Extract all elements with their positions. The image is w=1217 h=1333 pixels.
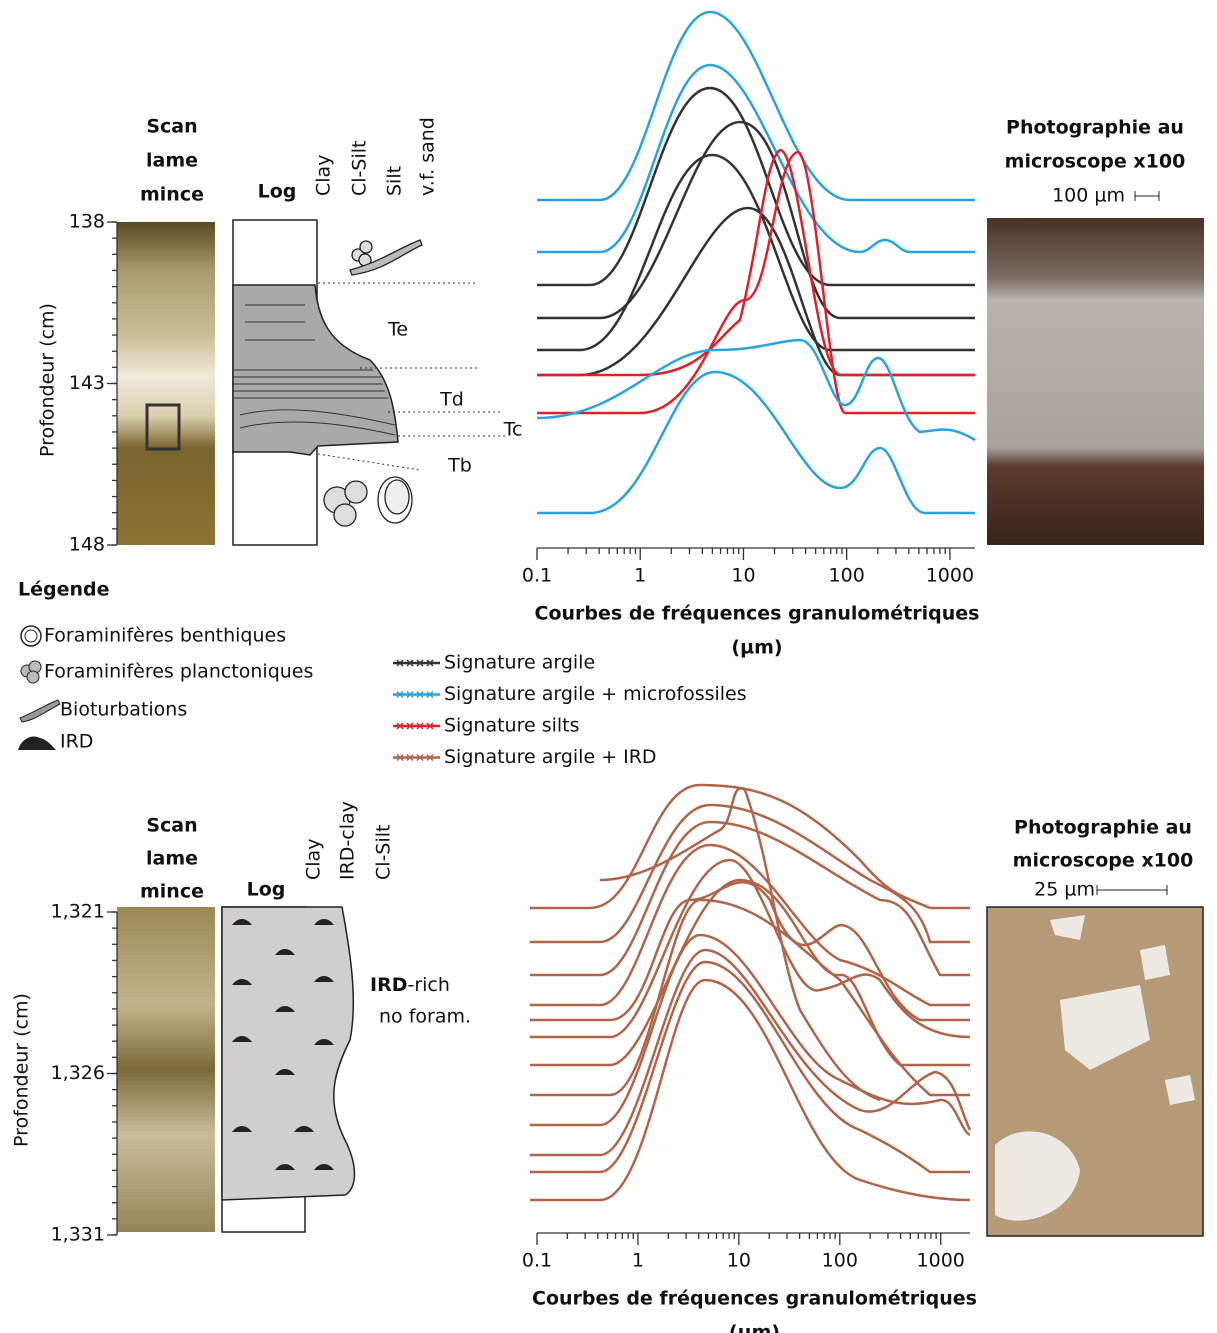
x-tick-label: 10 [731, 565, 755, 587]
legend-icon [18, 736, 56, 750]
legend-label: Signature argile [444, 652, 595, 674]
ird-icons [232, 919, 334, 1170]
legend-item: IRD [60, 731, 93, 753]
legend-marker [406, 722, 414, 730]
scale-label: 100 µm [1052, 185, 1125, 207]
y-tick-label: 1,326 [51, 1062, 105, 1084]
facies-label: Tb [447, 455, 472, 477]
x-tick-label: 0.1 [522, 1250, 552, 1272]
y-tick-label: 1,321 [51, 901, 105, 923]
size-curves [530, 783, 972, 1202]
size-curves [536, 10, 976, 515]
legend-label: Signature silts [444, 715, 580, 737]
note: IRD-rich [370, 974, 450, 996]
legend-marker [426, 659, 434, 667]
depth-label: Profondeur (cm) [11, 993, 33, 1147]
x-tick-label: 100 [829, 565, 865, 587]
photo-grains [995, 915, 1195, 1221]
photo-title: Photographie au [1006, 117, 1184, 139]
photo-title: Photographie au [1014, 817, 1192, 839]
legend: Légende Foraminifères benthiques Foramin… [18, 579, 313, 753]
legend-marker [416, 659, 424, 667]
legend-marker [396, 659, 404, 667]
legend-marker [426, 722, 434, 730]
legend-marker [416, 690, 424, 699]
scale-bar [1096, 885, 1168, 895]
scan-title: mince [140, 881, 204, 903]
fossil-icons [323, 239, 423, 527]
grain-label: IRD-clay [337, 801, 359, 880]
top-panel: Scan lame mince Log Clay Cl-Silt Silt v.… [37, 10, 1204, 546]
facies-label: Td [439, 389, 464, 411]
x-axis-label: Courbes de fréquences granulométriques [532, 1288, 977, 1310]
log-title: Log [258, 181, 297, 203]
y-tick-label: 143 [69, 372, 105, 394]
log-lamination [233, 304, 396, 436]
legend-label: Signature argile + microfossiles [444, 683, 747, 705]
grain-label: Silt [384, 166, 406, 196]
facies-label: Te [387, 319, 408, 341]
legend-marker [406, 753, 414, 762]
legend-title: Légende [18, 579, 110, 601]
legend-item: Foraminifères planctoniques [44, 661, 313, 683]
photo-title: microscope x100 [1005, 151, 1186, 173]
x-tick-label: 1000 [926, 565, 974, 587]
scale-label: 25 µm [1034, 879, 1095, 901]
grain-label: Cl-Silt [349, 141, 371, 196]
bottom-panel: Scan lame mince Log Clay IRD-clay Cl-Sil… [11, 783, 1204, 1237]
legend-marker [416, 722, 424, 730]
grain-label: Cl-Silt [373, 825, 395, 880]
photo-title: microscope x100 [1013, 850, 1194, 872]
x-tick-label: 1000 [917, 1250, 965, 1272]
legend-label: Signature argile + IRD [444, 746, 657, 768]
legend-marker [396, 753, 404, 762]
legend-icon [19, 699, 61, 723]
legend-item: Bioturbations [60, 699, 187, 721]
x-tick-label: 10 [727, 1250, 751, 1272]
scan-title: lame [146, 150, 198, 172]
log-title: Log [247, 879, 286, 901]
scan-image [117, 222, 215, 545]
scan-title: Scan [146, 116, 197, 138]
note-bold: IRD [370, 974, 407, 996]
legend-item: Foraminifères benthiques [44, 625, 286, 647]
note-text: -rich [407, 974, 449, 996]
x-axis-label: (µm) [731, 637, 782, 659]
scale-bar [1134, 191, 1160, 201]
x-tick-label: 100 [822, 1250, 858, 1272]
x-axis-label: Courbes de fréquences granulométriques [535, 603, 980, 625]
legend-icon [20, 660, 42, 684]
scan-title: Scan [146, 815, 197, 837]
grain-label: v.f. sand [417, 117, 439, 196]
legend-marker [426, 690, 434, 699]
photo [987, 218, 1204, 545]
depth-label: Profondeur (cm) [37, 303, 59, 457]
y-tick-label: 138 [69, 211, 105, 233]
x-axis-label: (µm) [729, 1322, 780, 1333]
x-tick-label: 1 [634, 565, 646, 587]
grain-label: Clay [303, 839, 325, 880]
grain-label: Clay [313, 155, 335, 196]
scan-box [145, 403, 181, 451]
legend-marker [416, 753, 424, 762]
legend-marker [406, 690, 414, 699]
legend-marker [396, 690, 404, 699]
note: no foram. [379, 1006, 471, 1028]
x-tick-label: 0.1 [522, 565, 552, 587]
y-tick-label: 1,331 [51, 1224, 105, 1246]
legend-marker [426, 753, 434, 762]
scan-title: lame [146, 848, 198, 870]
legend-marker [406, 659, 414, 667]
boundary [317, 453, 421, 471]
scan-title: mince [140, 184, 204, 206]
scan-image [117, 907, 215, 1232]
x-tick-label: 1 [632, 1250, 644, 1272]
facies-label: Tc [503, 419, 523, 441]
y-tick-label: 148 [69, 534, 105, 556]
legend-icon [24, 629, 38, 643]
legend-marker [396, 722, 404, 730]
